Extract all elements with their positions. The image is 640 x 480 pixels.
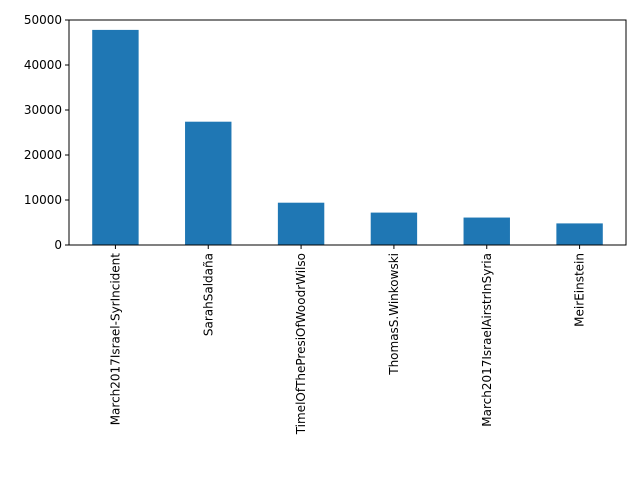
- y-tick-label: 40000: [24, 58, 62, 72]
- bar: [277, 202, 325, 245]
- y-tick-label: 50000: [24, 13, 62, 27]
- x-tick-label: MeirEinstein: [573, 253, 587, 327]
- y-tick-label: 20000: [24, 148, 62, 162]
- bar: [92, 29, 139, 246]
- x-tick-label: March2017IsraelAirstrInSyria: [480, 253, 494, 427]
- bar: [556, 223, 603, 245]
- x-tick-label: ThomasS.Winkowski: [387, 253, 401, 376]
- x-axis: March2017Israel-SyrIncident SarahSaldaña T…: [108, 245, 587, 435]
- y-tick-label: 10000: [24, 193, 62, 207]
- y-axis: 0 10000 20000 30000 40000 50000: [24, 13, 69, 252]
- x-tick-label: SarahSaldaña: [201, 253, 215, 336]
- bar: [463, 217, 510, 245]
- y-tick-label: 0: [54, 238, 62, 252]
- x-tick-label: TimelOfThePresiOfWoodrWilso: [294, 253, 308, 435]
- plot-frame: [68, 19, 627, 246]
- x-tick-label: March2017Israel-SyrIncident: [108, 253, 122, 426]
- bars-group: [92, 29, 603, 246]
- y-tick-label: 30000: [24, 103, 62, 117]
- bar: [185, 121, 232, 245]
- bar: [370, 212, 418, 245]
